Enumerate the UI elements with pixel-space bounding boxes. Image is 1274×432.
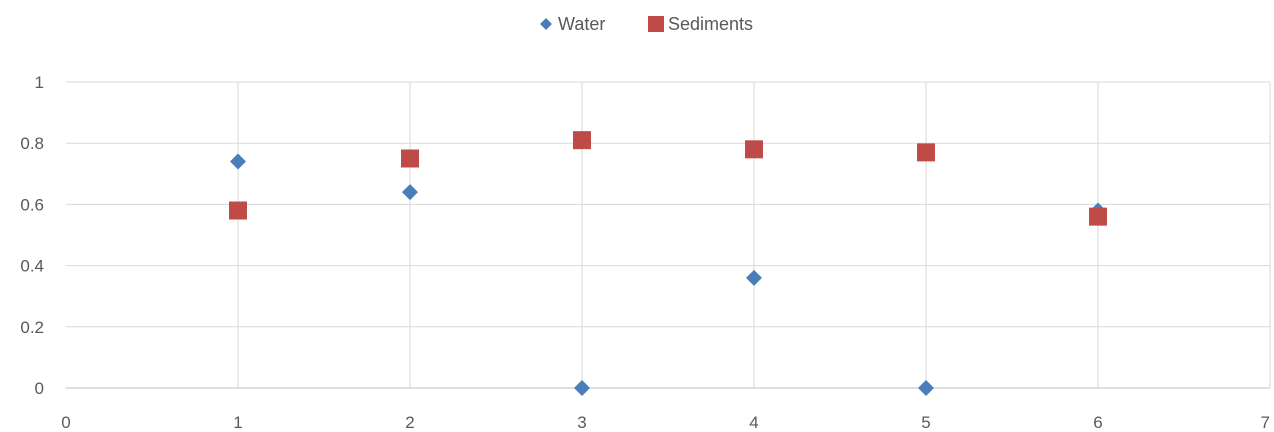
x-tick-label: 5 [921,413,930,432]
y-tick-label: 0.2 [20,318,44,337]
x-tick-label: 4 [749,413,758,432]
y-tick-label: 1 [35,73,44,92]
gridlines [66,81,1271,389]
y-tick-label: 0.6 [20,195,44,214]
point-sediments [573,131,591,150]
data-points [229,131,1107,396]
x-tick-label: 7 [1261,413,1270,432]
legend-item-water: Water [540,14,605,34]
point-sediments [917,143,935,162]
legend-marker-sediments [648,16,664,32]
point-water [746,269,762,286]
point-water [918,380,934,396]
point-sediments [1089,207,1107,226]
y-tick-label: 0.8 [20,134,44,153]
x-tick-label: 2 [405,413,414,432]
point-sediments [229,201,247,220]
y-axis-tick-labels: 0 0.2 0.4 0.6 0.8 1 [20,73,44,398]
point-sediments [745,140,763,159]
x-tick-label: 0 [61,413,70,432]
x-axis-tick-labels: 0 1 2 3 4 5 6 7 [61,413,1270,432]
legend: Water Sediments [540,14,753,34]
point-water [402,184,418,201]
point-water [574,380,590,396]
y-tick-label: 0 [35,379,44,398]
y-tick-label: 0.4 [20,257,44,276]
x-tick-label: 3 [577,413,586,432]
point-water [230,153,246,170]
legend-item-sediments: Sediments [648,14,753,34]
x-tick-label: 6 [1093,413,1102,432]
x-tick-label: 1 [233,413,242,432]
legend-marker-water [540,18,552,30]
legend-label-sediments: Sediments [668,14,753,34]
point-sediments [401,149,419,168]
legend-label-water: Water [558,14,605,34]
